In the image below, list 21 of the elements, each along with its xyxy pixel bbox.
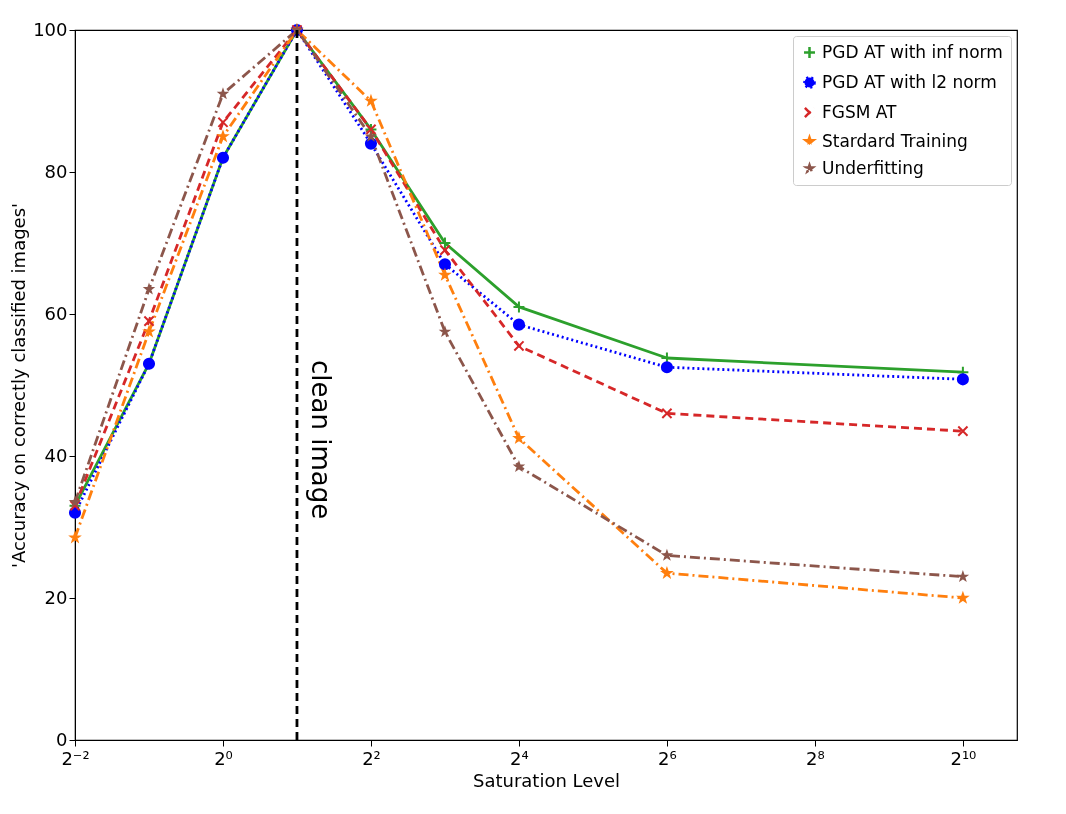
x-tick-label: 2⁻² — [61, 747, 90, 769]
x-tick-label: 2⁴ — [510, 747, 529, 769]
y-tick-label: 0 — [56, 728, 68, 750]
legend-label: FGSM AT — [822, 101, 898, 122]
legend-label: Stardard Training — [822, 130, 968, 151]
x-tick-label: 2⁶ — [658, 747, 677, 769]
x-axis-title: Saturation Level — [472, 769, 621, 791]
y-axis-title: 'Accuracy on correctly classified images' — [8, 202, 30, 569]
x-tick-label: 2² — [362, 747, 381, 769]
y-tick-label: 20 — [44, 586, 68, 608]
legend-label: Underfitting — [822, 157, 924, 178]
ref-line-label: clean image — [305, 360, 336, 520]
x-tick-label: 2¹⁰ — [950, 747, 977, 769]
x-tick-label: 2⁰ — [214, 747, 233, 769]
legend-label: PGD AT with inf norm — [822, 41, 1003, 62]
y-tick-label: 60 — [44, 302, 68, 324]
x-tick-label: 2⁸ — [806, 747, 825, 769]
y-tick-label: 40 — [44, 444, 68, 466]
legend-label: PGD AT with l2 norm — [822, 71, 997, 92]
y-tick-label: 80 — [44, 160, 68, 182]
y-tick-label: 100 — [33, 18, 68, 40]
